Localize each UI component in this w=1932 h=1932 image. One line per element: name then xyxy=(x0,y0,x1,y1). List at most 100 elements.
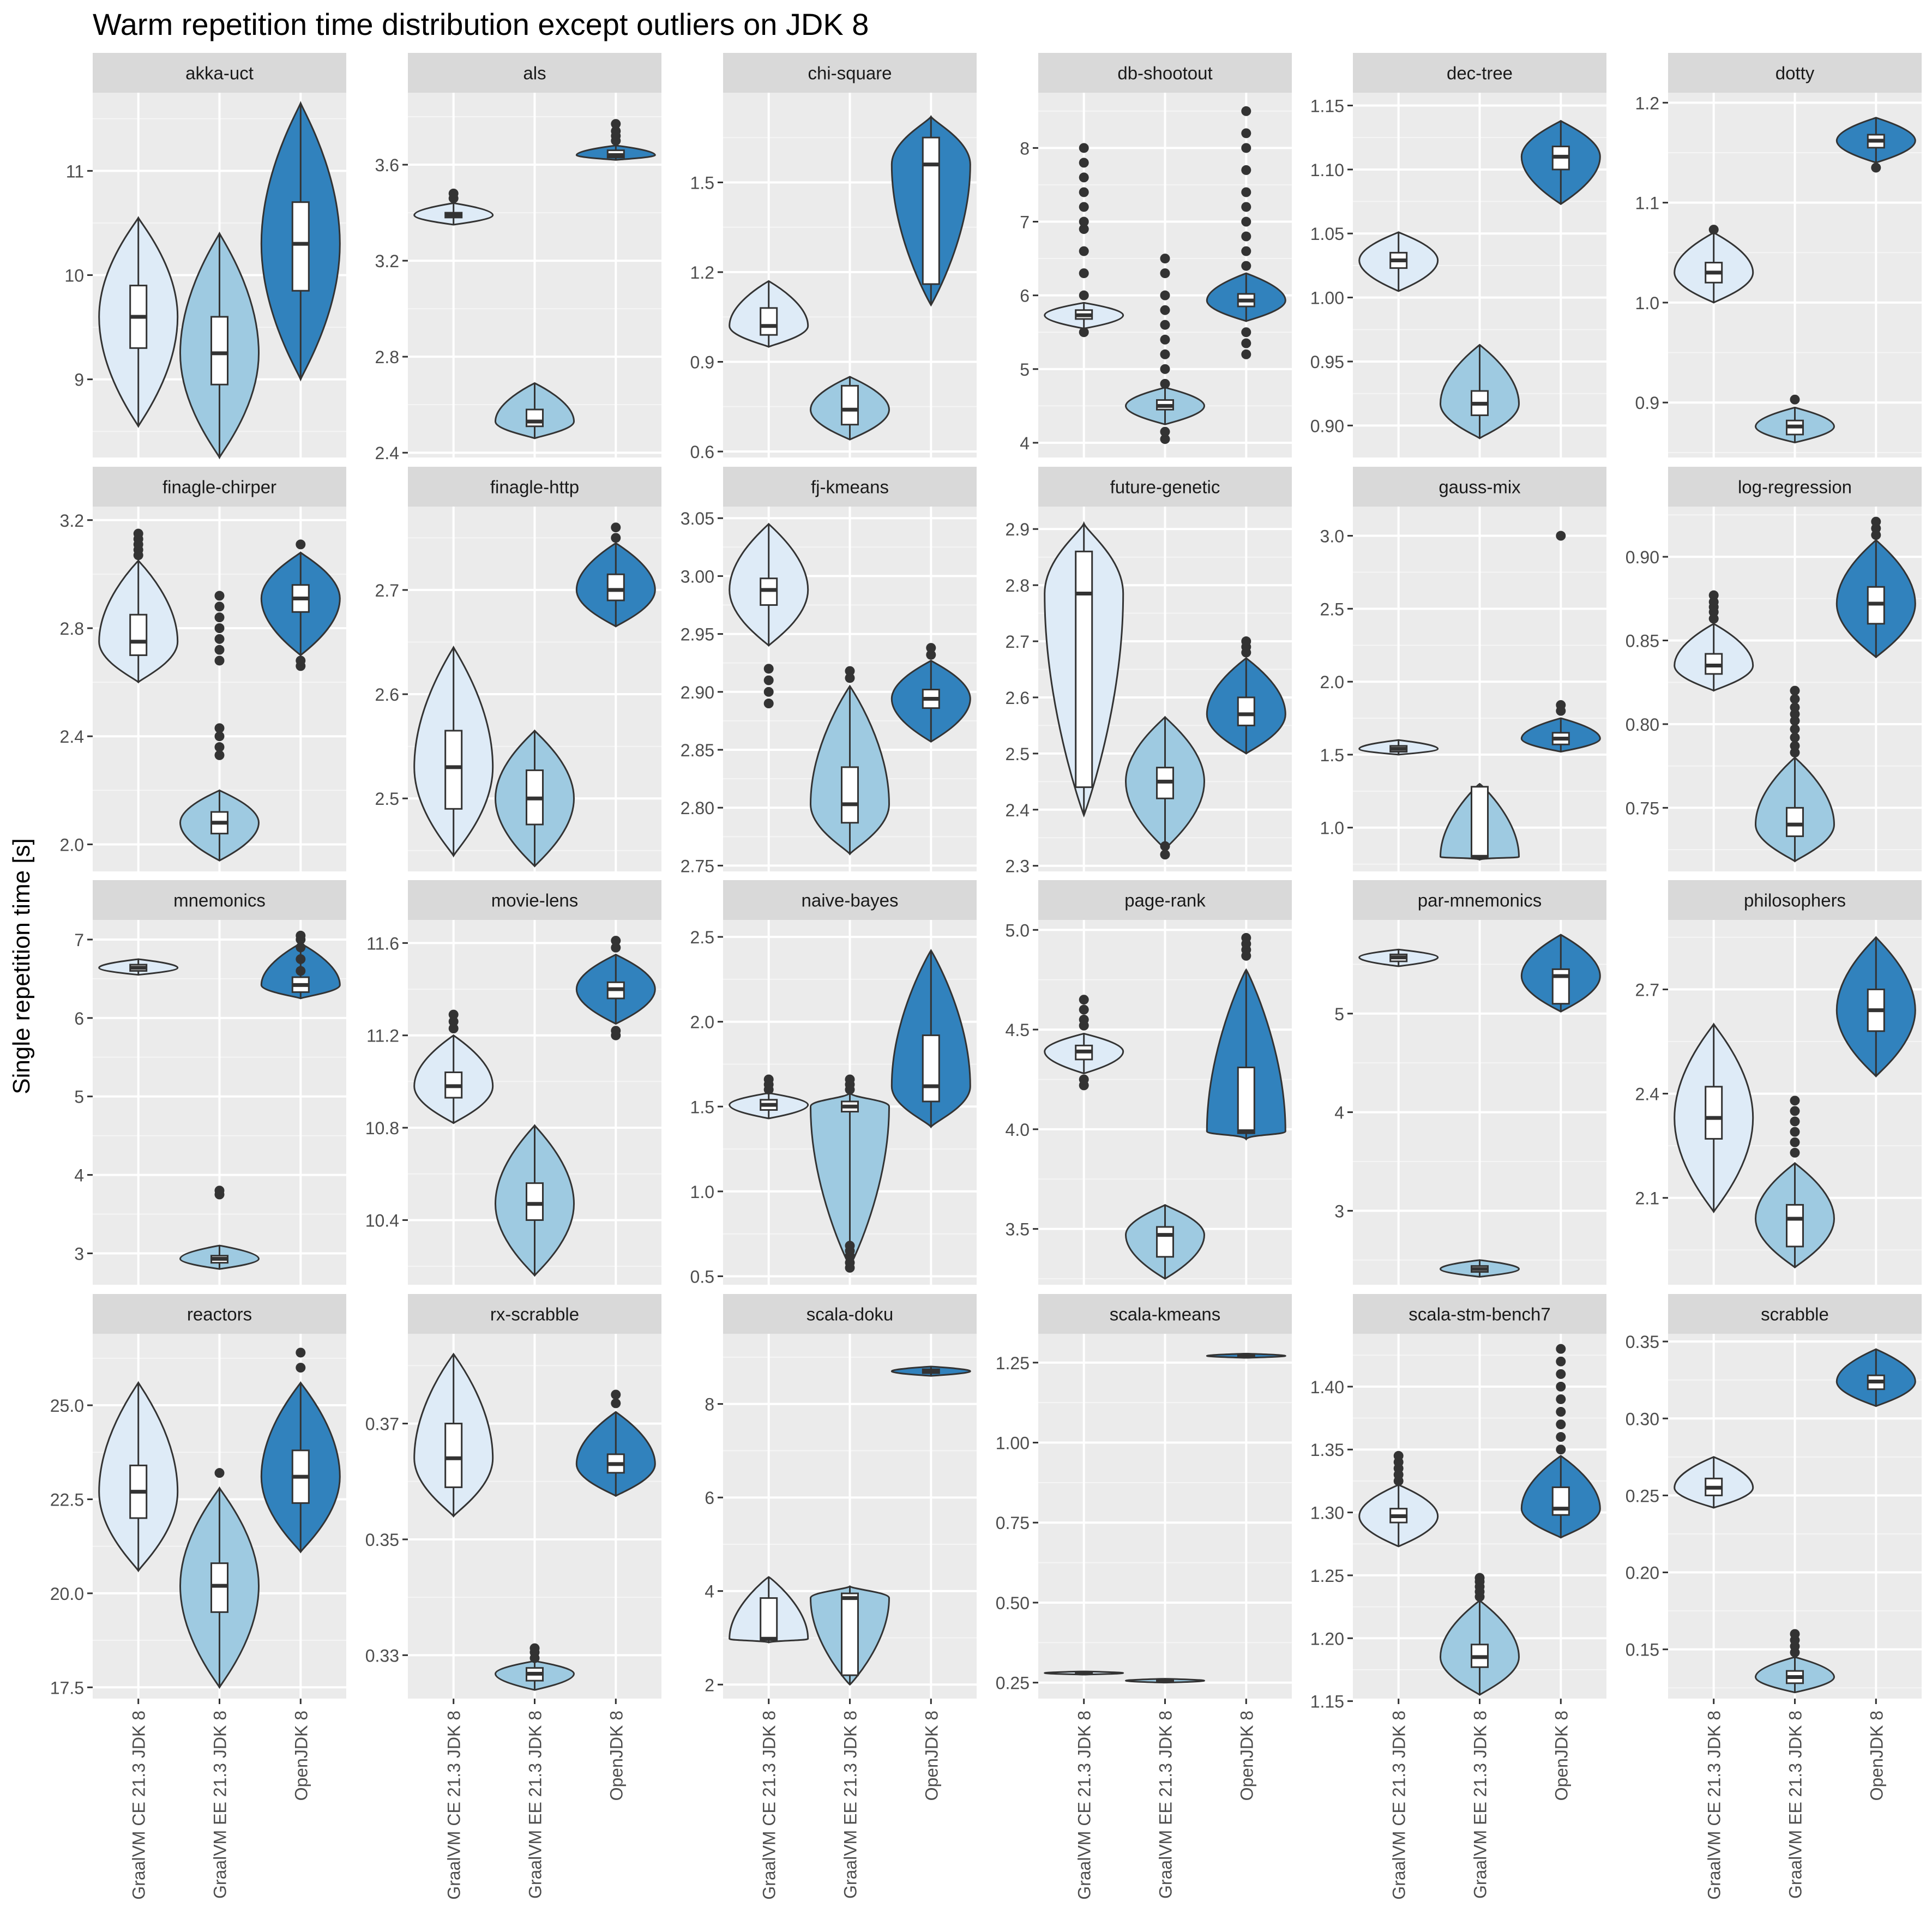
x-tick-label: GraalVM EE 21.3 JDK 8 xyxy=(1471,1711,1490,1899)
facet-strip xyxy=(723,53,977,93)
y-tick-label: 1.35 xyxy=(1310,1440,1344,1460)
y-tick-label: 5 xyxy=(1334,1004,1344,1024)
outlier-point xyxy=(1160,434,1170,444)
facet-strip xyxy=(1668,880,1922,920)
outlier-point xyxy=(926,643,936,653)
facet-strip xyxy=(408,53,661,93)
y-tick-label: 8 xyxy=(1020,139,1030,158)
outlier-point xyxy=(296,1347,306,1358)
y-tick-label: 1.0 xyxy=(1635,293,1659,313)
y-tick-label: 2.7 xyxy=(1635,980,1659,1000)
outlier-point xyxy=(296,539,306,550)
outlier-point xyxy=(214,742,225,753)
box xyxy=(841,766,859,824)
outlier-point xyxy=(1556,1445,1566,1455)
y-tick-label: 2.6 xyxy=(1006,688,1030,708)
outlier-point xyxy=(1556,1432,1566,1442)
y-tick-label: 1.15 xyxy=(1310,1692,1344,1712)
facet-strip-label: scrabble xyxy=(1761,1304,1829,1325)
y-tick-label: 0.25 xyxy=(996,1674,1030,1693)
box xyxy=(922,1034,940,1103)
facet-strip xyxy=(408,1294,661,1334)
box xyxy=(1786,806,1804,838)
y-tick-label: 2.5 xyxy=(690,928,714,947)
outlier-point xyxy=(1079,995,1089,1005)
outlier-point xyxy=(1241,932,1251,943)
outlier-point xyxy=(1160,841,1170,851)
y-tick-label: 2.7 xyxy=(375,581,399,600)
outlier-point xyxy=(1708,225,1719,235)
facet-strip xyxy=(93,467,346,507)
outlier-point xyxy=(1790,394,1800,405)
outlier-point xyxy=(763,675,774,685)
y-tick-label: 2.7 xyxy=(1006,632,1030,652)
y-tick-label: 1.00 xyxy=(996,1434,1030,1453)
outlier-point xyxy=(448,1016,459,1027)
facet-strip-label: chi-square xyxy=(808,63,892,83)
facet-panel: rx-scrabble 0.33 0.35 0.37 GraalVM CE 21.3 J… xyxy=(365,1294,661,1900)
outlier-point xyxy=(1160,305,1170,315)
y-tick-label: 0.85 xyxy=(1626,631,1659,651)
facet-panel: reactors 17.5 20.0 22.5 25.0 GraalVM CE 21.3 … xyxy=(50,1294,346,1900)
x-tick-label: OpenJDK 8 xyxy=(291,1711,311,1801)
facet-strip xyxy=(93,1294,346,1334)
outlier-point xyxy=(1079,327,1089,338)
y-tick-label: 11.6 xyxy=(366,934,399,953)
y-tick-label: 0.5 xyxy=(690,1267,714,1286)
outlier-point xyxy=(611,533,621,543)
facet-strip-label: dotty xyxy=(1775,63,1815,83)
y-tick-label: 5 xyxy=(74,1087,84,1107)
outlier-point xyxy=(1079,143,1089,153)
y-tick-label: 11 xyxy=(66,161,84,181)
y-tick-label: 1.2 xyxy=(690,263,714,282)
y-tick-label: 0.9 xyxy=(1635,393,1659,413)
outlier-point xyxy=(448,1009,459,1020)
outlier-point xyxy=(448,188,459,198)
y-tick-label: 2.4 xyxy=(60,727,84,747)
box xyxy=(922,136,940,285)
facet-strip xyxy=(93,880,346,920)
y-tick-label: 2.4 xyxy=(1006,801,1030,820)
y-tick-label: 1.25 xyxy=(1310,1566,1344,1586)
outlier-point xyxy=(763,699,774,709)
y-tick-label: 10.4 xyxy=(365,1211,399,1230)
outlier-point xyxy=(763,687,774,697)
y-tick-label: 7 xyxy=(1020,213,1030,232)
facet-strip-label: scala-doku xyxy=(806,1304,894,1325)
y-tick-label: 4 xyxy=(705,1582,714,1602)
y-tick-label: 4 xyxy=(1020,434,1030,453)
box xyxy=(841,1592,859,1676)
y-tick-label: 0.35 xyxy=(1626,1332,1659,1352)
y-tick-label: 3.0 xyxy=(1320,527,1344,546)
box xyxy=(1705,1086,1723,1140)
y-tick-label: 2.6 xyxy=(375,685,399,705)
outlier-point xyxy=(1790,1137,1800,1147)
outlier-point xyxy=(1079,1004,1089,1015)
outlier-point xyxy=(529,1643,540,1653)
facet-strip-label: naive-bayes xyxy=(802,890,899,911)
outlier-point xyxy=(1790,724,1800,735)
y-tick-label: 0.30 xyxy=(1626,1409,1659,1429)
x-tick-label: OpenJDK 8 xyxy=(922,1711,941,1801)
y-tick-label: 1.25 xyxy=(996,1353,1030,1373)
x-tick-label: OpenJDK 8 xyxy=(1237,1711,1256,1801)
y-tick-label: 1.10 xyxy=(1310,160,1344,180)
y-tick-label: 8 xyxy=(705,1395,714,1415)
outlier-point xyxy=(1871,516,1881,527)
y-tick-label: 0.80 xyxy=(1626,715,1659,735)
outlier-point xyxy=(1160,426,1170,437)
outlier-point xyxy=(763,1074,774,1085)
y-tick-label: 1.15 xyxy=(1310,96,1344,116)
x-tick-label: OpenJDK 8 xyxy=(1551,1711,1571,1801)
outlier-point xyxy=(214,601,225,612)
y-tick-label: 2.0 xyxy=(1320,672,1344,692)
outlier-point xyxy=(1790,1127,1800,1137)
outlier-point xyxy=(1079,172,1089,183)
y-tick-label: 1.5 xyxy=(690,173,714,193)
y-tick-label: 1.0 xyxy=(690,1182,714,1202)
outlier-point xyxy=(1790,694,1800,704)
y-tick-label: 2.4 xyxy=(1635,1085,1659,1104)
outlier-point xyxy=(1241,128,1251,139)
facet-strip-label: rx-scrabble xyxy=(490,1304,579,1325)
